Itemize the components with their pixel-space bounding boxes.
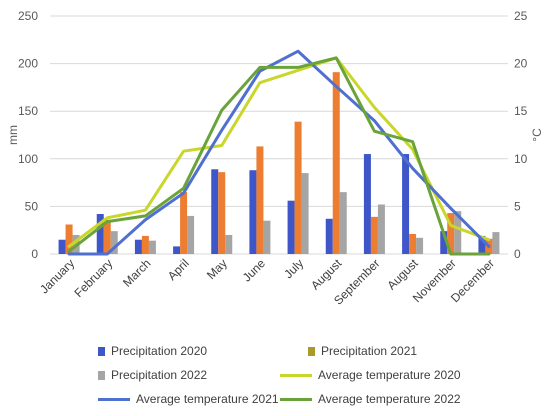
bar-precipitation-2020 — [478, 235, 486, 254]
bar-precipitation-2020 — [287, 200, 295, 254]
bar-precipitation-2022 — [225, 234, 233, 254]
bar-precipitation-2022 — [339, 192, 347, 254]
bar-precipitation-2022 — [301, 173, 309, 254]
y-right-tick-label: 15 — [514, 104, 528, 118]
bar-precipitation-2021 — [332, 72, 340, 254]
bar-precipitation-2022 — [454, 211, 462, 254]
legend-item: Average temperature 2022 — [280, 392, 461, 406]
bar-precipitation-2020 — [363, 154, 371, 254]
bar-precipitation-2022 — [416, 237, 424, 254]
legend-swatch — [98, 346, 105, 356]
bar-precipitation-2020 — [440, 231, 448, 254]
y-axis-right-title: °C — [530, 128, 544, 142]
bar-precipitation-2020 — [58, 239, 66, 254]
legend-label: Precipitation 2022 — [111, 368, 208, 382]
bar-precipitation-2022 — [110, 231, 118, 254]
bar-precipitation-2020 — [249, 170, 257, 254]
y-left-tick-label: 0 — [31, 247, 38, 261]
bar-precipitation-2021 — [294, 121, 302, 254]
bar-precipitation-2021 — [256, 146, 264, 254]
y-left-tick-label: 250 — [18, 9, 38, 23]
y-left-tick-label: 100 — [18, 152, 38, 166]
legend-item: Precipitation 2022 — [98, 368, 207, 382]
y-right-tick-label: 10 — [514, 152, 528, 166]
bar-precipitation-2022 — [148, 240, 156, 254]
legend-swatch — [98, 370, 105, 380]
legend-item: Precipitation 2020 — [98, 344, 207, 358]
x-category-label: July — [281, 256, 306, 281]
bar-precipitation-2020 — [134, 239, 142, 254]
y-left-tick-label: 200 — [18, 57, 38, 71]
bar-precipitation-2021 — [370, 216, 378, 254]
bar-precipitation-2022 — [263, 220, 271, 254]
precipitation-bars — [58, 72, 500, 254]
bar-precipitation-2020 — [325, 218, 333, 254]
x-category-label: April — [165, 256, 192, 283]
bar-precipitation-2020 — [96, 214, 104, 254]
legend-swatch — [98, 397, 130, 401]
y-axis-left-title: mm — [6, 125, 20, 145]
bar-precipitation-2021 — [447, 213, 455, 254]
legend-label: Average temperature 2021 — [136, 392, 279, 406]
legend-item: Average temperature 2021 — [98, 392, 279, 406]
x-category-label: May — [204, 256, 230, 282]
bar-precipitation-2021 — [180, 192, 188, 254]
legend-label: Average temperature 2020 — [318, 368, 461, 382]
bar-precipitation-2020 — [211, 169, 219, 254]
legend-swatch — [308, 346, 315, 356]
x-category-label: June — [240, 256, 269, 285]
legend-swatch — [280, 373, 312, 377]
bar-precipitation-2020 — [402, 154, 410, 254]
y-right-tick-label: 25 — [514, 9, 528, 23]
legend-item: Average temperature 2020 — [280, 368, 461, 382]
legend-swatch — [280, 397, 312, 401]
bar-precipitation-2022 — [187, 215, 195, 254]
bar-precipitation-2021 — [409, 234, 417, 254]
legend-label: Precipitation 2021 — [321, 344, 418, 358]
bar-precipitation-2022 — [377, 204, 385, 254]
temperature-lines — [67, 49, 491, 256]
y-right-tick-label: 5 — [514, 199, 521, 213]
x-category-label: February — [72, 256, 116, 300]
bar-precipitation-2021 — [218, 172, 226, 254]
legend-label: Average temperature 2022 — [318, 392, 461, 406]
y-left-tick-label: 50 — [25, 199, 39, 213]
line-average-temperature-2022 — [67, 56, 491, 256]
legend-item: Precipitation 2021 — [308, 344, 417, 358]
x-category-label: August — [308, 256, 345, 293]
legend-label: Precipitation 2020 — [111, 344, 208, 358]
x-category-label: March — [120, 256, 153, 289]
x-category-label: August — [384, 256, 421, 293]
y-right-tick-label: 20 — [514, 57, 528, 71]
bar-precipitation-2021 — [65, 224, 73, 254]
bar-precipitation-2021 — [141, 235, 149, 254]
y-right-tick-label: 0 — [514, 247, 521, 261]
y-left-tick-label: 150 — [18, 104, 38, 118]
line-average-temperature-2021 — [67, 49, 491, 256]
bar-precipitation-2022 — [492, 232, 500, 254]
bar-precipitation-2020 — [173, 246, 181, 254]
gridlines — [50, 15, 508, 255]
bar-precipitation-2021 — [103, 219, 111, 254]
